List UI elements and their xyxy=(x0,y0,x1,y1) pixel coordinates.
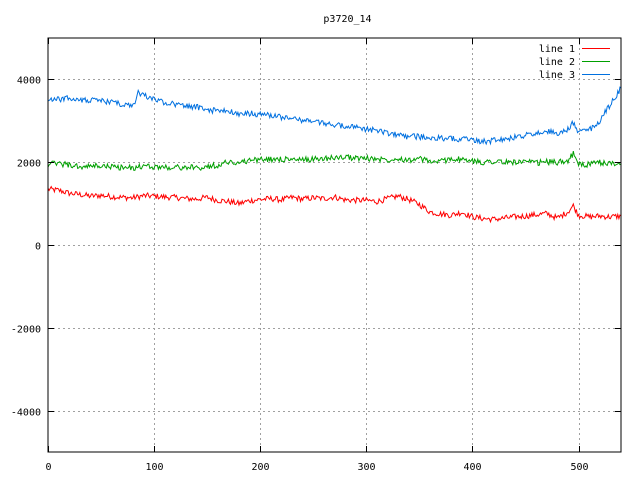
y-tick-label: -4000 xyxy=(11,408,41,419)
legend-label: line 1 xyxy=(539,44,575,55)
axis-ticks xyxy=(48,38,621,452)
y-tick-label: -2000 xyxy=(11,325,41,336)
legend-label: line 3 xyxy=(539,70,575,81)
legend-label: line 2 xyxy=(539,57,575,68)
legend: line 1 line 2 line 3 xyxy=(539,44,610,81)
series-line-2 xyxy=(47,150,622,172)
x-tick-label: 200 xyxy=(251,462,269,473)
y-tick-label: 4000 xyxy=(17,76,41,87)
x-tick-label: 500 xyxy=(570,462,588,473)
x-tick-label: 400 xyxy=(463,462,481,473)
series-line-3 xyxy=(47,86,622,146)
y-tick-label: 0 xyxy=(35,242,41,253)
chart-title: p3720_14 xyxy=(323,14,371,25)
grid-lines xyxy=(48,38,621,452)
y-tick-label: 2000 xyxy=(17,159,41,170)
series-lines xyxy=(47,86,622,224)
x-tick-label: 0 xyxy=(45,462,51,473)
series-line-1 xyxy=(47,185,622,224)
x-tick-label: 100 xyxy=(145,462,163,473)
tick-labels: 0 100 200 300 400 500 -4000 -2000 0 2000 4000 xyxy=(11,76,589,474)
x-tick-label: 300 xyxy=(357,462,375,473)
